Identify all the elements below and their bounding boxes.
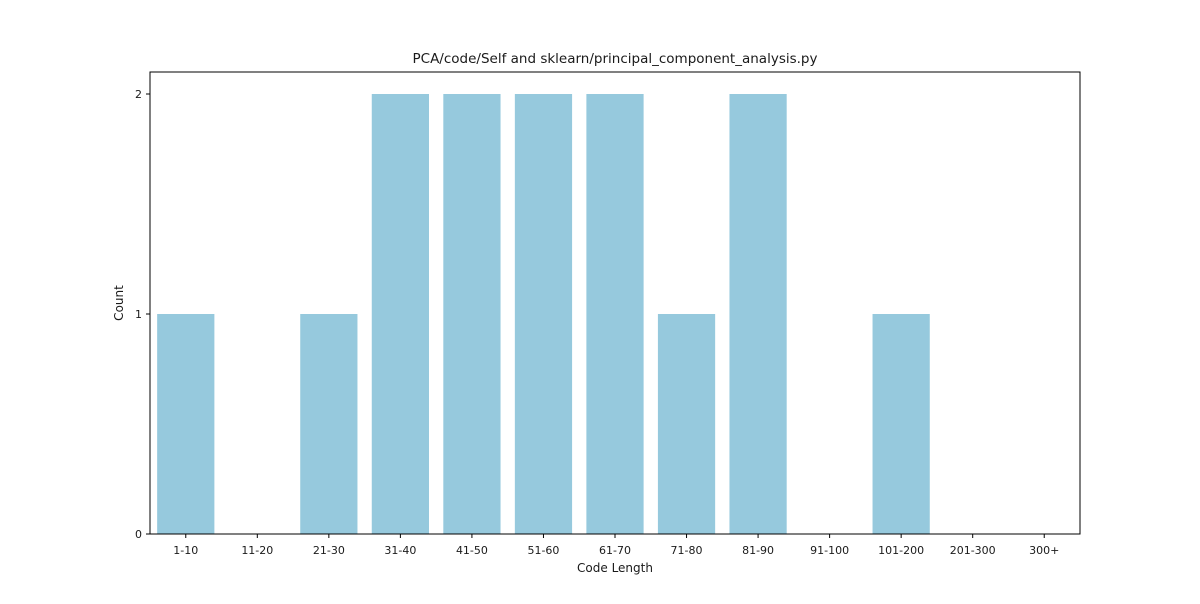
- x-tick-label: 71-80: [671, 544, 703, 557]
- x-tick-label: 61-70: [599, 544, 631, 557]
- bar-51-60: [514, 94, 573, 534]
- bar-101-200: [872, 314, 930, 534]
- y-axis: 0 1 2: [135, 88, 150, 541]
- bar-21-30: [300, 314, 358, 534]
- bar-71-80: [657, 314, 716, 534]
- bar-81-90: [729, 94, 787, 534]
- bar-1-10: [157, 314, 215, 534]
- bar-41-50: [443, 94, 501, 534]
- x-axis-label: Code Length: [577, 561, 653, 575]
- x-tick-label: 201-300: [950, 544, 996, 557]
- x-axis: 1-10 11-20 21-30 31-40 41-50 51-60 61-70 71-80 8…: [173, 534, 1059, 557]
- x-tick-label: 21-30: [313, 544, 345, 557]
- x-tick-label: 41-50: [456, 544, 488, 557]
- x-tick-label: 81-90: [742, 544, 774, 557]
- bar-61-70: [586, 94, 644, 534]
- x-tick-label: 11-20: [241, 544, 273, 557]
- chart-title: PCA/code/Self and sklearn/principal_comp…: [413, 51, 818, 67]
- bar-31-40: [371, 94, 429, 534]
- y-tick-label: 0: [135, 528, 142, 541]
- bars-group: [157, 94, 930, 534]
- x-tick-label: 101-200: [878, 544, 924, 557]
- y-axis-label: Count: [112, 285, 126, 321]
- y-tick-label: 2: [135, 88, 142, 101]
- x-tick-label: 51-60: [527, 544, 559, 557]
- x-tick-label: 1-10: [173, 544, 198, 557]
- y-tick-label: 1: [135, 308, 142, 321]
- x-tick-label: 31-40: [384, 544, 416, 557]
- x-tick-label: 300+: [1029, 544, 1059, 557]
- x-tick-label: 91-100: [810, 544, 849, 557]
